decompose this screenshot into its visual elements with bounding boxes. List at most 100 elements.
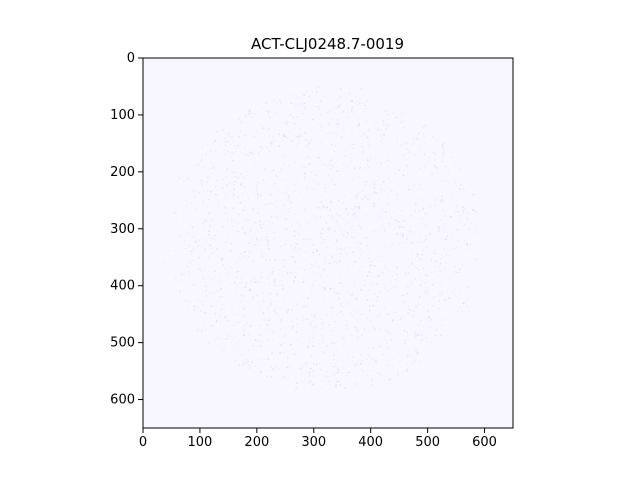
image-speckle xyxy=(446,177,447,178)
image-speckle xyxy=(322,324,323,325)
image-speckle xyxy=(415,210,416,211)
image-speckle xyxy=(418,139,419,140)
image-speckle xyxy=(320,329,321,330)
image-speckle xyxy=(272,136,273,137)
image-speckle xyxy=(385,245,386,246)
image-speckle xyxy=(434,165,435,166)
image-speckle xyxy=(404,330,405,331)
image-speckle xyxy=(255,104,257,106)
image-speckle xyxy=(234,181,235,182)
image-speckle xyxy=(356,148,357,149)
image-speckle xyxy=(299,225,300,226)
image-speckle xyxy=(258,310,259,311)
image-speckle xyxy=(293,280,295,282)
image-speckle xyxy=(274,232,275,233)
image-speckle xyxy=(423,190,424,191)
image-speckle xyxy=(176,212,177,213)
image-speckle xyxy=(295,332,296,333)
image-speckle xyxy=(203,223,204,224)
image-speckle xyxy=(417,199,418,200)
image-speckle xyxy=(269,128,270,129)
image-speckle xyxy=(287,137,288,138)
image-speckle xyxy=(329,209,331,211)
image-speckle xyxy=(277,245,278,246)
image-speckle xyxy=(334,244,335,245)
image-speckle xyxy=(267,221,268,222)
image-speckle xyxy=(218,204,219,205)
image-speckle xyxy=(425,137,426,138)
image-speckle xyxy=(262,173,263,174)
image-speckle xyxy=(264,283,265,284)
image-speckle xyxy=(328,174,329,175)
image-speckle xyxy=(457,244,458,245)
image-speckle xyxy=(348,98,349,99)
image-speckle xyxy=(296,199,297,200)
image-speckle xyxy=(360,135,361,136)
image-speckle xyxy=(329,227,330,228)
image-speckle xyxy=(381,344,382,345)
image-speckle xyxy=(266,239,267,240)
image-speckle xyxy=(433,341,434,342)
image-speckle xyxy=(379,313,380,314)
image-speckle xyxy=(437,171,438,172)
image-speckle xyxy=(319,115,320,116)
image-speckle xyxy=(332,165,333,166)
image-speckle xyxy=(361,334,362,335)
image-speckle xyxy=(423,325,424,326)
image-speckle xyxy=(231,243,232,244)
image-speckle xyxy=(284,180,285,181)
image-speckle xyxy=(205,286,207,288)
image-speckle xyxy=(453,271,454,272)
image-speckle xyxy=(286,179,287,180)
image-speckle xyxy=(281,319,283,321)
image-speckle xyxy=(467,281,468,282)
image-speckle xyxy=(311,264,312,265)
image-speckle xyxy=(345,325,346,326)
image-speckle xyxy=(233,172,234,173)
image-speckle xyxy=(462,193,463,194)
image-speckle xyxy=(410,215,411,216)
image-speckle xyxy=(452,156,453,157)
image-speckle xyxy=(298,212,299,213)
image-speckle xyxy=(326,187,327,188)
image-speckle xyxy=(417,256,418,257)
image-speckle xyxy=(452,238,453,239)
image-speckle xyxy=(351,313,352,314)
image-speckle xyxy=(165,252,166,253)
image-speckle xyxy=(282,122,283,123)
image-speckle xyxy=(375,371,376,372)
image-speckle xyxy=(342,363,343,364)
image-speckle xyxy=(427,160,428,161)
image-speckle xyxy=(469,184,470,185)
image-speckle xyxy=(225,343,226,344)
image-speckle xyxy=(311,322,312,323)
image-speckle xyxy=(205,220,207,222)
image-speckle xyxy=(222,296,223,297)
image-speckle xyxy=(248,364,249,365)
image-speckle xyxy=(334,255,335,256)
image-speckle xyxy=(376,348,377,349)
image-speckle xyxy=(257,193,258,194)
image-speckle xyxy=(237,197,238,198)
image-speckle xyxy=(475,211,477,213)
image-speckle xyxy=(244,232,246,234)
x-tick-label: 300 xyxy=(301,435,326,450)
image-speckle xyxy=(306,373,307,374)
image-speckle xyxy=(405,143,407,145)
image-speckle xyxy=(270,144,272,146)
image-speckle xyxy=(343,339,345,341)
image-speckle xyxy=(327,265,328,266)
image-speckle xyxy=(441,293,442,294)
image-speckle xyxy=(408,188,410,190)
image-speckle xyxy=(236,147,238,149)
image-speckle xyxy=(361,229,362,230)
image-speckle xyxy=(448,168,449,169)
image-speckle xyxy=(449,255,450,256)
image-speckle xyxy=(216,320,217,321)
image-speckle xyxy=(462,310,463,311)
image-speckle xyxy=(294,353,295,354)
image-speckle xyxy=(215,298,216,299)
image-speckle xyxy=(325,264,326,265)
image-speckle xyxy=(224,145,225,146)
image-speckle xyxy=(312,384,314,386)
